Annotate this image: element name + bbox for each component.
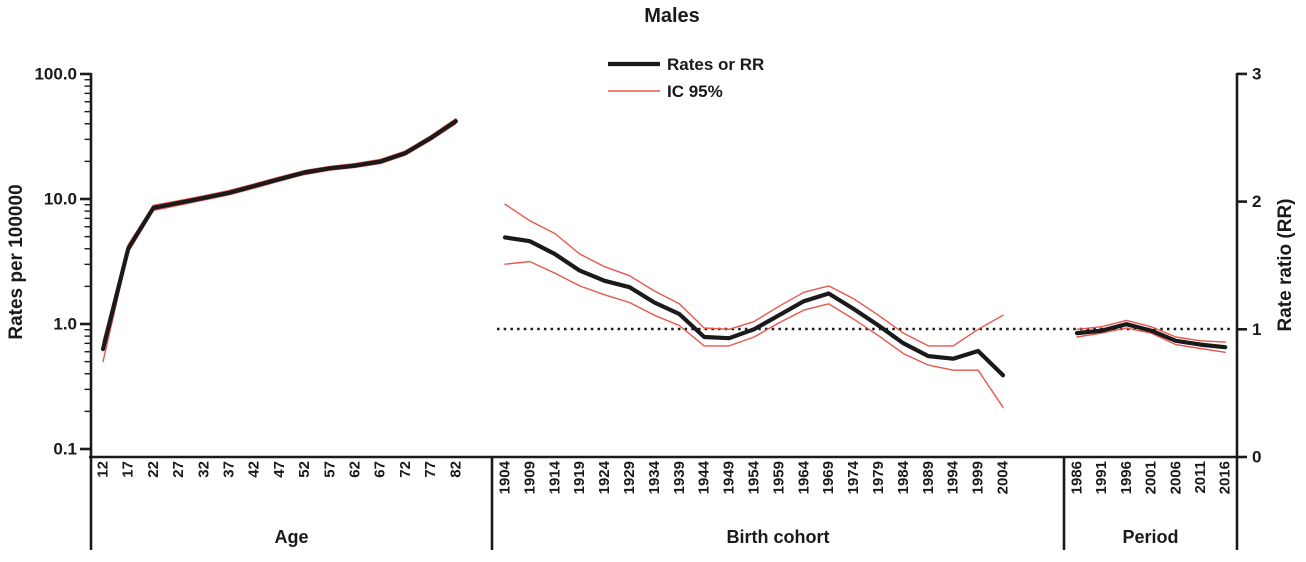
- birth-cohort-x-tick-label: 1934: [646, 460, 663, 494]
- left-axis-title: Rates per 100000: [6, 184, 27, 339]
- legend-ci-label: IC 95%: [667, 82, 723, 101]
- age-x-tick-label: 37: [221, 461, 238, 478]
- period-x-tick-label: 1986: [1069, 461, 1086, 494]
- age-x-tick-label: 47: [271, 461, 288, 478]
- age-x-tick-label: 52: [296, 461, 313, 478]
- period-x-tick-label: 2011: [1192, 461, 1209, 494]
- legend-rates-label: Rates or RR: [667, 55, 764, 74]
- birth-cohort-x-tick-label: 1979: [870, 461, 887, 494]
- birth-cohort-x-tick-label: 1994: [945, 460, 962, 494]
- birth-cohort-x-tick-label: 2004: [995, 460, 1012, 494]
- birth-cohort-x-tick-label: 1969: [820, 461, 837, 494]
- left-axis-tick-label: 10.0: [44, 190, 77, 209]
- birth-cohort-x-tick-label: 1929: [621, 461, 638, 494]
- birth-cohort-ci-lower: [504, 260, 1004, 408]
- right-axis-tick-label: 0: [1252, 448, 1261, 467]
- period-x-tick-label: 1996: [1118, 461, 1135, 494]
- birth-cohort-x-tick-label: 1909: [521, 461, 538, 494]
- birth-cohort-x-tick-label: 1959: [770, 461, 787, 494]
- age-x-tick-label: 62: [347, 461, 364, 478]
- age-x-tick-label: 42: [246, 461, 263, 478]
- left-axis-tick-label: 0.1: [53, 440, 77, 459]
- legend-item-rates: Rates or RR: [608, 55, 764, 74]
- legend: Rates or RR IC 95%: [608, 55, 764, 101]
- right-axis-tick-label: 1: [1252, 320, 1261, 339]
- age-x-tick-label: 32: [195, 461, 212, 478]
- period-ci-upper: [1076, 319, 1226, 343]
- birth-cohort-x-tick-label: 1964: [795, 460, 812, 494]
- left-axis-tick-label: 100.0: [34, 65, 77, 84]
- birth-cohort-panel-label: Birth cohort: [727, 527, 830, 547]
- legend-item-ci: IC 95%: [608, 82, 723, 101]
- age-rate-curve: [100, 119, 458, 352]
- period-x-tick-label: 2001: [1143, 461, 1160, 494]
- period-rate-curve: [1074, 322, 1228, 350]
- right-axis-title: Rate ratio (RR): [1275, 198, 1296, 331]
- birth-cohort-x-tick-label: 1954: [746, 460, 763, 494]
- age-x-tick-label: 67: [372, 461, 389, 478]
- age-x-tick-label: 12: [95, 461, 112, 478]
- birth-cohort-ci-upper: [504, 203, 1004, 347]
- right-axis-tick-label: 2: [1252, 192, 1261, 211]
- period-x-tick-label: 2006: [1167, 461, 1184, 494]
- age-x-tick-label: 27: [170, 461, 187, 478]
- birth-cohort-x-tick-label: 1944: [696, 460, 713, 494]
- birth-cohort-x-tick-label: 1989: [920, 461, 937, 494]
- age-x-tick-label: 72: [397, 461, 414, 478]
- period-x-tick-label: 1991: [1093, 461, 1110, 494]
- birth-cohort-x-tick-label: 1904: [497, 460, 514, 494]
- series-layer: [100, 117, 1228, 408]
- axes-layer: [80, 72, 1247, 550]
- birth-cohort-x-tick-label: 1949: [721, 461, 738, 494]
- right-axis-tick-label: 3: [1252, 64, 1261, 83]
- age-ci-lower: [102, 122, 457, 363]
- birth-cohort-x-tick-label: 1919: [571, 461, 588, 494]
- birth-cohort-x-tick-label: 1924: [596, 460, 613, 494]
- age-x-tick-label: 17: [120, 461, 137, 478]
- birth-cohort-x-tick-label: 1939: [671, 461, 688, 494]
- age-x-tick-label: 57: [321, 461, 338, 478]
- period-panel-label: Period: [1122, 527, 1178, 547]
- age-panel-label: Age: [274, 527, 308, 547]
- age-x-tick-label: 22: [145, 461, 162, 478]
- birth-cohort-x-tick-label: 1974: [845, 460, 862, 494]
- birth-cohort-x-tick-label: 1984: [895, 460, 912, 494]
- chart-title: Males: [644, 5, 700, 27]
- left-axis-tick-label: 1.0: [53, 315, 77, 334]
- birth-cohort-x-tick-label: 1914: [546, 460, 563, 494]
- age-x-tick-label: 77: [422, 461, 439, 478]
- birth-cohort-x-tick-label: 1999: [970, 461, 987, 494]
- age-x-tick-label: 82: [447, 461, 464, 478]
- period-x-tick-label: 2016: [1217, 461, 1234, 494]
- period-ci-lower: [1076, 327, 1226, 353]
- birth-cohort-rate-curve: [502, 235, 1006, 378]
